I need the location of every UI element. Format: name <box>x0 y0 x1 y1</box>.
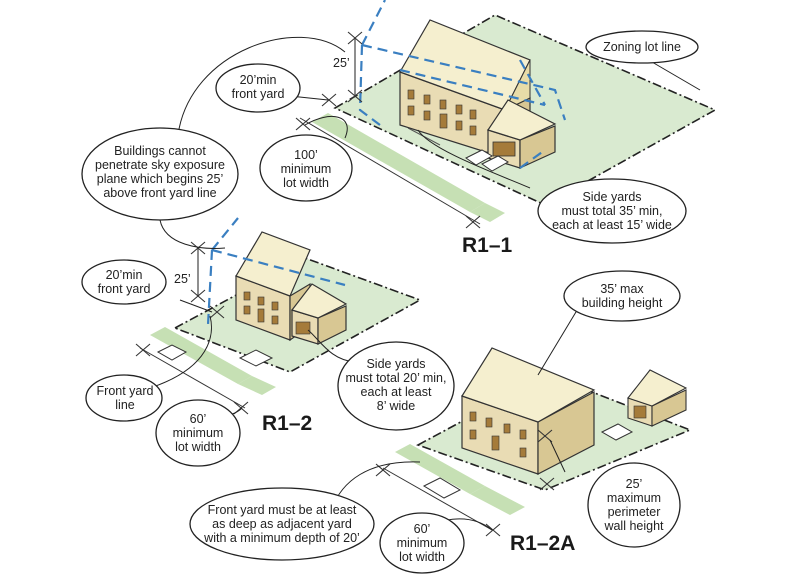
callout-line: minimum <box>172 426 224 440</box>
callout-line: must total 20’ min, <box>345 371 447 385</box>
callout-line: lot width <box>399 550 445 564</box>
callout-line: front yard <box>231 87 285 101</box>
callout-line: minimum <box>280 162 332 176</box>
callout-line: as deep as adjacent yard <box>212 517 352 531</box>
callout-line: line <box>115 398 135 412</box>
callout-lot-width-100: 100’ minimum lot width <box>264 148 348 190</box>
callout-line: perimeter <box>607 505 661 519</box>
callout-perimeter-wall-25: 25’ maximum perimeter wall height <box>594 477 674 533</box>
callout-line: Front yard must be at least <box>207 503 357 517</box>
callout-line: penetrate sky exposure <box>95 158 225 172</box>
callout-line: with a minimum depth of 20’ <box>204 531 360 545</box>
callout-line: 60’ <box>413 522 431 536</box>
callout-line: Buildings cannot <box>114 144 206 158</box>
callout-line: wall height <box>604 519 664 533</box>
r1-2a-house <box>461 347 688 475</box>
callout-line: each at least <box>360 385 432 399</box>
callout-line: plane which begins 25’ <box>96 172 224 186</box>
r1-2-sky-plane <box>206 217 346 326</box>
callout-zoning-lot-line: Zoning lot line <box>586 40 698 54</box>
callout-line: minimum <box>396 536 448 550</box>
callout-line: lot width <box>175 440 221 454</box>
callout-max-height-35: 35’ max building height <box>566 282 678 310</box>
callout-line: maximum <box>606 491 662 505</box>
callout-line: 35’ max <box>600 282 644 296</box>
callout-front-yard-line: Front yard line <box>88 384 162 412</box>
callout-side-yards-20: Side yards must total 20’ min, each at l… <box>338 357 454 413</box>
callout-side-yards-35: Side yards must total 35’ min, each at l… <box>540 190 684 232</box>
callout-line: 20’min <box>105 268 143 282</box>
callout-line: lot width <box>283 176 329 190</box>
callout-line: Side yards <box>366 357 426 371</box>
callout-line: 8’ wide <box>376 399 416 413</box>
callout-line: 20’min <box>239 73 277 87</box>
callout-line: 25’ <box>625 477 643 491</box>
callout-sky-exposure-plane: Buildings cannot penetrate sky exposure … <box>84 144 236 200</box>
callout-clouds <box>81 30 699 574</box>
leader-lines <box>149 36 701 531</box>
r1-2-cars <box>156 344 274 367</box>
r1-1-sky-plane <box>358 0 567 169</box>
title-r1-1: R1–1 <box>462 234 513 257</box>
title-r1-2a: R1–2A <box>510 532 576 555</box>
r1-2-house <box>235 231 348 345</box>
dimension-25-top: 25’ <box>333 56 350 70</box>
callout-line: must total 35’ min, <box>561 204 663 218</box>
callout-line: 100’ <box>294 148 318 162</box>
callout-line: front yard <box>97 282 151 296</box>
title-r1-2: R1–2 <box>262 412 313 435</box>
callout-line: Zoning lot line <box>603 40 681 54</box>
callout-line: each at least 15’ wide <box>552 218 672 232</box>
callout-lot-width-60-bottom: 60’ minimum lot width <box>382 522 462 564</box>
callout-front-yard-depth: Front yard must be at least as deep as a… <box>192 503 372 545</box>
callout-line: 60’ <box>189 412 207 426</box>
callout-lot-width-60-left: 60’ minimum lot width <box>158 412 238 454</box>
callout-line: Front yard <box>96 384 154 398</box>
callout-line: above front yard line <box>103 186 217 200</box>
r1-2a-cars <box>422 423 634 499</box>
callout-line: Side yards <box>582 190 642 204</box>
callout-front-yard-top: 20’min front yard <box>218 73 298 101</box>
dimension-25-mid: 25’ <box>174 272 191 286</box>
r1-1-cars <box>465 149 509 172</box>
callout-line: building height <box>581 296 663 310</box>
callout-front-yard-mid: 20’min front yard <box>84 268 164 296</box>
